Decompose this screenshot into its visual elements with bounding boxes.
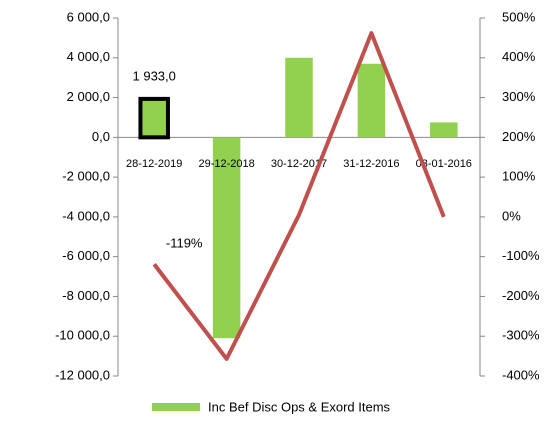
legend-swatch (152, 403, 200, 411)
y2-tick-label: 500% (502, 9, 536, 24)
bar (430, 122, 458, 138)
x-tick-label: 03-01-2016 (416, 158, 472, 170)
x-tick-label: 28-12-2019 (126, 158, 182, 170)
y2-tick-label: 300% (502, 89, 536, 104)
bar (357, 63, 386, 138)
x-tick-label: 31-12-2016 (343, 158, 399, 170)
y-tick-label: -8 000,0 (62, 288, 110, 303)
line-value-label: -119% (166, 236, 203, 251)
y2-tick-label: 0% (502, 208, 521, 223)
bar (138, 96, 170, 140)
bar (212, 137, 241, 339)
y2-tick-label: -300% (502, 328, 540, 343)
bar-value-label: 1 933,0 (133, 68, 176, 83)
line (152, 31, 446, 361)
y2-tick-label: -100% (502, 248, 540, 263)
x-tick-label: 29-12-2018 (198, 158, 254, 170)
y-tick-label: 6 000,0 (67, 9, 110, 24)
y2-tick-label: -400% (502, 367, 540, 382)
y2-tick-label: -200% (502, 288, 540, 303)
y2-tick-label: 400% (502, 49, 536, 64)
legend-label: Inc Bef Disc Ops & Exord Items (208, 399, 391, 414)
y-tick-label: -6 000,0 (62, 248, 110, 263)
y-tick-label: -10 000,0 (55, 328, 110, 343)
y-tick-label: -4 000,0 (62, 208, 110, 223)
x-tick-label: 30-12-2017 (271, 158, 327, 170)
y2-tick-label: 200% (502, 129, 536, 144)
y-tick-label: -12 000,0 (55, 367, 110, 382)
y2-tick-label: 100% (502, 169, 536, 184)
y-tick-label: 0,0 (92, 129, 110, 144)
y-tick-label: 2 000,0 (67, 89, 110, 104)
y-tick-label: -2 000,0 (62, 169, 110, 184)
y-tick-label: 4 000,0 (67, 49, 110, 64)
bar (285, 57, 313, 138)
